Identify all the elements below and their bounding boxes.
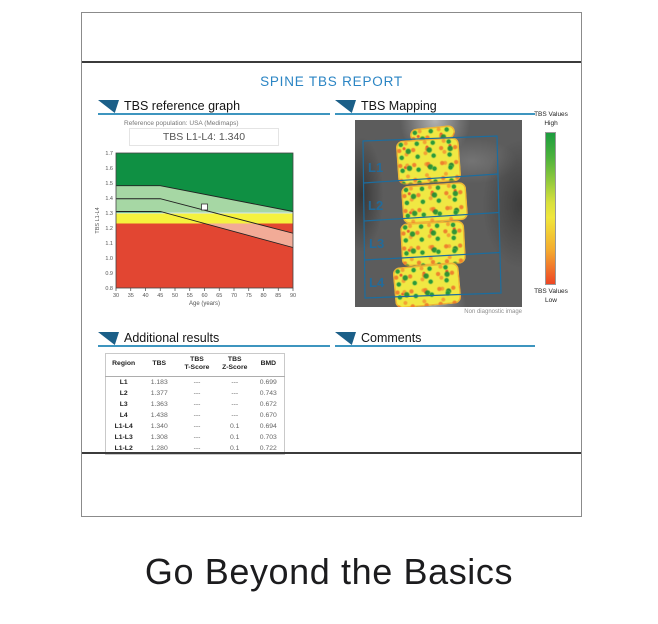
section-marker-icon <box>98 100 119 113</box>
table-row: L3 1.363 --- --- 0.672 <box>119 400 277 408</box>
y-axis-labels: 0.8 0.9 1.0 1.1 1.2 1.3 1.4 1.5 1.6 1.7 <box>105 151 113 292</box>
table-row: L1-L4 1.340 --- 0.1 0.694 <box>114 422 277 430</box>
svg-text:0.8: 0.8 <box>105 286 113 292</box>
svg-text:60: 60 <box>201 293 207 299</box>
svg-text:35: 35 <box>128 293 134 299</box>
section-label: Comments <box>361 331 422 345</box>
svg-text:1.3: 1.3 <box>105 211 113 217</box>
reference-population-note: Reference population: USA (Medimaps) <box>124 120 239 127</box>
section-marker-icon <box>335 100 356 113</box>
col-header-region: Region <box>105 353 142 377</box>
svg-text:1.4: 1.4 <box>105 196 113 202</box>
svg-text:1.6: 1.6 <box>105 166 113 172</box>
report-header-area <box>82 13 581 63</box>
roi-label-l1: L1 <box>368 160 383 175</box>
svg-text:45: 45 <box>157 293 163 299</box>
svg-text:40: 40 <box>142 293 148 299</box>
section-header-reference-graph: TBS reference graph <box>98 99 330 115</box>
colorbar-legend-high: TBS Values High <box>516 111 586 129</box>
report-footer-divider <box>82 452 581 454</box>
report-page: SPINE TBS REPORT TBS reference graph TBS… <box>81 12 582 517</box>
tagline: Go Beyond the Basics <box>144 551 514 592</box>
table-row: L4 1.438 --- --- 0.670 <box>119 411 277 419</box>
legend-text: TBS Values <box>534 111 568 118</box>
spine-xray-image: L1 L2 L3 L4 <box>355 120 522 307</box>
svg-text:65: 65 <box>216 293 222 299</box>
tbs-colorbar <box>545 132 556 285</box>
svg-text:55: 55 <box>187 293 193 299</box>
non-diagnostic-caption: Non diagnostic image <box>464 309 522 315</box>
col-header-tbs: TBS <box>141 353 178 377</box>
svg-text:70: 70 <box>231 293 237 299</box>
svg-text:30: 30 <box>113 293 119 299</box>
section-header-additional-results: Additional results <box>98 331 330 347</box>
x-axis-labels: 30 35 40 45 50 55 60 65 70 75 80 85 90 <box>113 293 296 299</box>
y-axis-title: TBS L1-L4 <box>95 207 101 233</box>
svg-text:75: 75 <box>246 293 252 299</box>
table-row: L1-L2 1.280 --- 0.1 0.722 <box>114 444 277 452</box>
table-header-row: Region TBS TBS T-Score TBS Z-Score BMD <box>105 353 285 377</box>
table-row: L1 1.183 --- --- 0.699 <box>119 378 277 386</box>
roi-label-l4: L4 <box>369 275 385 290</box>
tbs-reference-chart: 30 35 40 45 50 55 60 65 70 75 80 85 90 0… <box>95 151 296 307</box>
section-marker-icon <box>335 332 356 345</box>
roi-label-l2: L2 <box>368 198 383 213</box>
patient-marker <box>201 203 208 211</box>
roi-label-l3: L3 <box>369 236 384 251</box>
legend-text: Low <box>545 296 557 304</box>
svg-text:1.0: 1.0 <box>105 256 113 262</box>
reference-band-lines <box>116 185 294 248</box>
colorbar-legend-low: TBS Values Low <box>516 288 586 306</box>
chart-zones <box>116 153 293 288</box>
svg-text:0.9: 0.9 <box>105 271 113 277</box>
svg-text:90: 90 <box>290 293 296 299</box>
table-row: L2 1.377 --- --- 0.743 <box>119 389 277 397</box>
legend-text: High <box>544 119 558 127</box>
roi-outline <box>362 135 502 299</box>
section-label: TBS Mapping <box>361 99 437 113</box>
col-header-tscore: TBS T-Score <box>177 353 217 377</box>
patient-tbs-value: TBS L1-L4: 1.340 <box>129 128 279 146</box>
roi-overlay: L1 L2 L3 L4 <box>362 135 502 299</box>
section-header-comments: Comments <box>335 331 535 347</box>
svg-text:80: 80 <box>260 293 266 299</box>
section-header-tbs-mapping: TBS Mapping <box>335 99 535 115</box>
report-title: SPINE TBS REPORT <box>260 74 403 89</box>
x-axis-ticks <box>115 288 294 291</box>
svg-text:1.2: 1.2 <box>105 226 113 232</box>
svg-text:1.5: 1.5 <box>105 181 113 187</box>
col-header-zscore: TBS Z-Score <box>216 353 253 377</box>
svg-text:1.7: 1.7 <box>105 151 113 157</box>
legend-text: TBS Values <box>534 288 568 295</box>
svg-text:1.1: 1.1 <box>105 241 113 247</box>
x-axis-title: Age (years) <box>189 301 220 307</box>
svg-text:85: 85 <box>275 293 281 299</box>
svg-text:50: 50 <box>172 293 178 299</box>
col-header-bmd: BMD <box>252 353 285 377</box>
results-table: Region TBS TBS T-Score TBS Z-Score BMD L1 1… <box>105 353 285 455</box>
table-row: L1-L3 1.308 --- 0.1 0.703 <box>114 433 277 441</box>
section-label: Additional results <box>124 331 220 345</box>
results-table-body: L1 1.183 --- --- 0.699 L2 1.377 --- --- 0.743 L3 1.… <box>106 376 285 454</box>
section-marker-icon <box>98 332 119 345</box>
section-label: TBS reference graph <box>124 99 241 113</box>
